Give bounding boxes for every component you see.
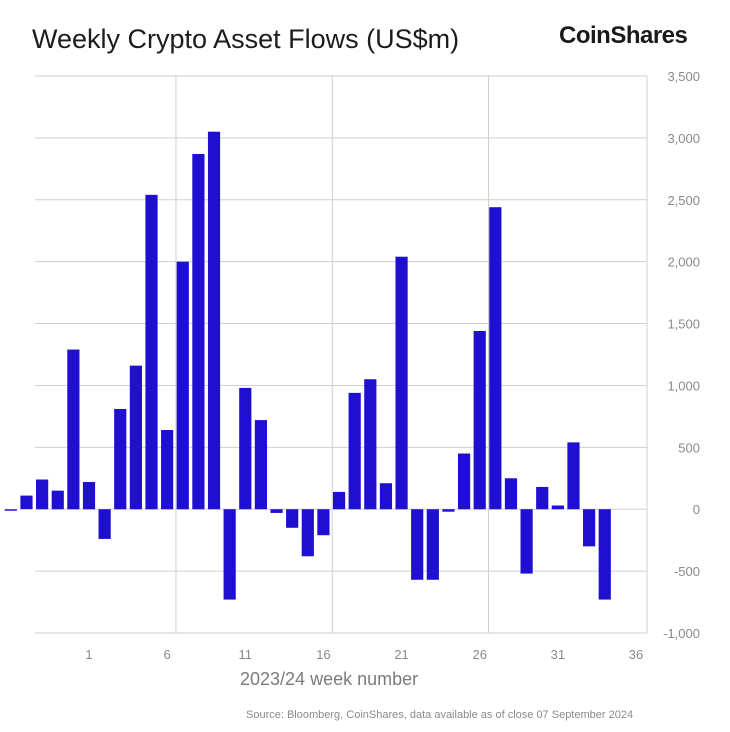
x-tick-label: 31: [551, 647, 565, 662]
bar: [161, 430, 174, 510]
bar: [82, 481, 96, 510]
bar: [145, 194, 158, 510]
bar: [426, 509, 439, 580]
bar: [379, 483, 393, 510]
bar: [473, 330, 486, 510]
bar: [504, 478, 518, 510]
bar: [598, 509, 611, 600]
y-tick-label: -1,000: [663, 626, 700, 641]
coinshares-logo: CoinShares: [559, 22, 688, 49]
bar: [567, 442, 580, 510]
bar: [192, 153, 205, 510]
y-tick-label: 1,000: [667, 378, 700, 393]
bar: [551, 505, 564, 510]
bar: [489, 207, 502, 510]
bar: [286, 509, 299, 528]
y-tick-label: 2,500: [667, 193, 700, 208]
bar: [583, 509, 596, 547]
y-tick-label: 0: [693, 502, 700, 517]
bar: [20, 495, 33, 510]
x-tick-label: 36: [629, 647, 643, 662]
bar: [270, 509, 283, 513]
y-tick-label: 3,000: [667, 131, 700, 146]
bar: [51, 490, 64, 510]
x-tick-label: 11: [239, 647, 253, 662]
bar: [176, 261, 189, 510]
bar: [4, 509, 17, 511]
bar: [520, 509, 533, 574]
bar: [364, 379, 377, 510]
x-tick-label: 6: [164, 647, 171, 662]
bar: [98, 509, 111, 539]
bar: [317, 509, 330, 536]
bar: [239, 387, 252, 510]
bar: [301, 509, 314, 557]
source-note: Source: Bloomberg, CoinShares, data avai…: [246, 709, 634, 721]
bar: [254, 420, 268, 510]
y-tick-label: 3,500: [667, 69, 700, 84]
bar: [411, 509, 424, 580]
bar: [207, 131, 221, 510]
chart-title: Weekly Crypto Asset Flows (US$m): [32, 24, 460, 54]
x-tick-label: 21: [394, 647, 408, 662]
x-axis-label: 2023/24 week number: [240, 669, 419, 689]
bar: [332, 491, 346, 510]
x-tick-label: 1: [85, 647, 92, 662]
bar: [114, 408, 127, 510]
bar: [223, 509, 236, 600]
y-tick-label: -500: [674, 564, 700, 579]
y-tick-label: 1,500: [667, 317, 700, 332]
x-tick-label: 16: [316, 647, 330, 662]
bar: [36, 479, 49, 510]
bar: [457, 453, 471, 510]
x-tick-label: 26: [472, 647, 486, 662]
bar: [395, 256, 408, 510]
bar: [129, 365, 142, 510]
y-tick-label: 500: [678, 440, 700, 455]
bar: [536, 486, 549, 510]
bar: [67, 349, 80, 510]
bar: [348, 392, 361, 510]
bar: [442, 509, 455, 512]
y-tick-label: 2,000: [667, 255, 700, 270]
